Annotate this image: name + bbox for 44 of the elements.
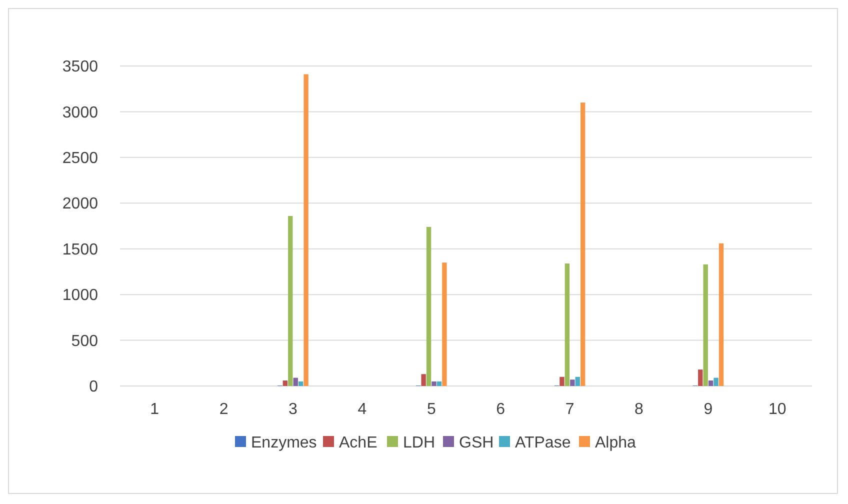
y-tick-label: 2500 [62,150,98,168]
bar [426,226,432,386]
x-tick-label: 1 [150,401,160,418]
bar [298,381,304,386]
legend-label: ATPase [515,434,571,452]
x-tick-label: 5 [426,401,436,418]
y-tick-label: 3000 [62,104,98,122]
bar [560,376,564,386]
bar [698,370,703,386]
legend-label: LDH [403,434,436,452]
y-tick-label: 500 [71,332,98,350]
bar [564,263,570,386]
bar [580,102,586,386]
bar [575,376,580,386]
bar [703,264,708,386]
bar [304,74,308,386]
bar [570,380,575,386]
bar [436,381,442,386]
bar [718,243,724,386]
y-tick-label: 1500 [62,241,98,258]
x-tick-label: 7 [565,401,574,418]
x-tick-label: 3 [288,401,298,418]
legend-label: Enzymes [251,434,317,452]
x-tick-label: 4 [358,401,367,418]
bar [421,374,426,386]
bar [708,380,714,386]
x-tick-label: 9 [704,401,713,418]
legend-label: GSH [459,434,494,452]
x-tick-label: 2 [219,401,228,418]
bar [432,381,436,386]
legend-label: Alpha [595,434,636,452]
bar [442,262,447,386]
bar [288,216,293,386]
bar [293,378,298,386]
x-tick-label: 10 [768,401,786,418]
y-tick-label: 1000 [62,287,98,304]
y-tick-label: 2000 [62,196,98,213]
bar [282,380,288,386]
x-tick-label: 6 [496,401,506,418]
legend-label: AchE [339,434,378,452]
y-tick-label: 3500 [62,58,98,76]
y-tick-label: 0 [89,378,98,396]
bar [714,378,718,386]
x-tick-label: 8 [634,401,644,418]
